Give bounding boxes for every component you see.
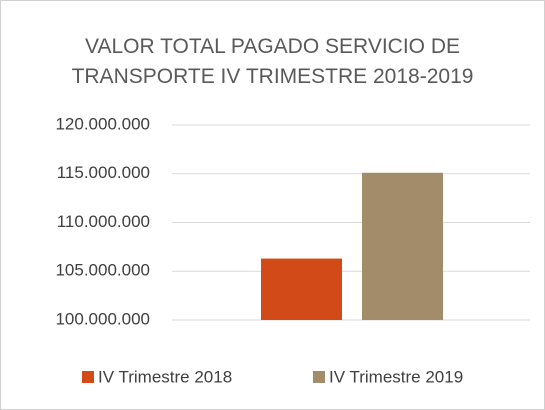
y-tick-label: 105.000.000 <box>55 261 150 280</box>
legend-label: IV Trimestre 2018 <box>98 367 232 386</box>
y-tick-label: 110.000.000 <box>57 212 150 231</box>
y-tick-label: 115.000.000 <box>57 163 150 182</box>
chart-title: VALOR TOTAL PAGADO SERVICIO DE TRANSPORT… <box>71 35 474 88</box>
y-tick-label: 120.000.000 <box>55 114 150 133</box>
legend-label: IV Trimestre 2019 <box>329 367 463 386</box>
legend-swatch <box>82 371 94 383</box>
legend-swatch <box>313 371 325 383</box>
bar <box>261 258 342 320</box>
bar <box>362 172 443 320</box>
y-tick-label: 100.000.000 <box>55 309 150 328</box>
